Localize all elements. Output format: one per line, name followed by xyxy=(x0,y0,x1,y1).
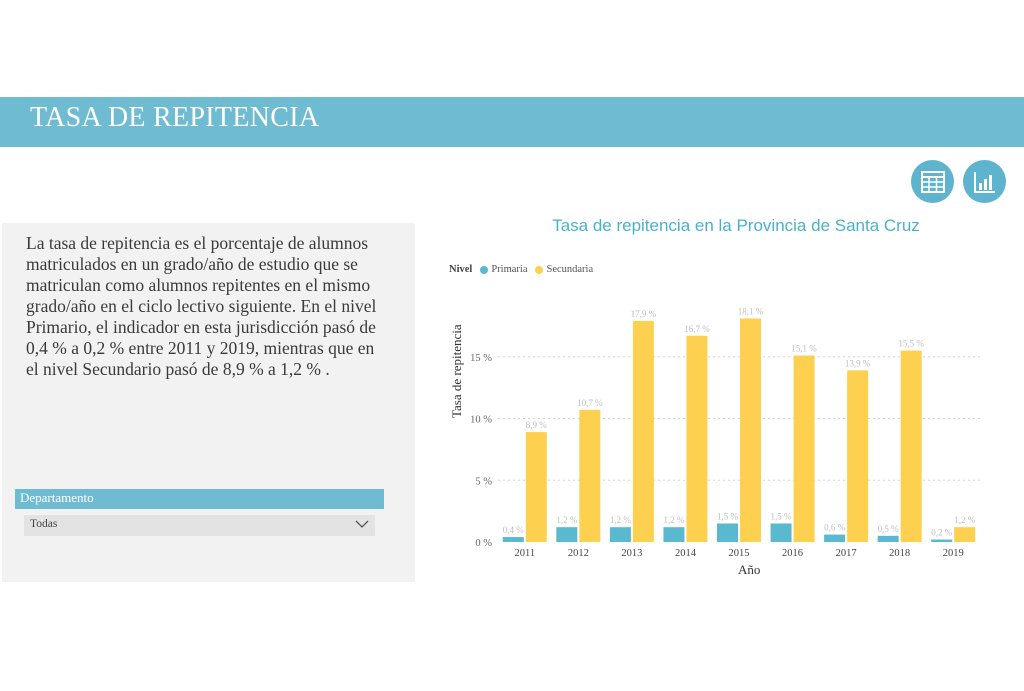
bar-primaria xyxy=(663,527,685,542)
data-label-primaria: 1,5 % xyxy=(717,511,739,521)
chart-title: Tasa de repitencia en la Provincia de Sa… xyxy=(552,216,920,235)
description-text: La tasa de repitencia es el porcentaje d… xyxy=(26,233,377,379)
data-label-primaria: 0,4 % xyxy=(503,525,525,535)
bar-chart-icon xyxy=(973,171,995,193)
dropdown-value: Todas xyxy=(30,518,58,530)
x-tick-label: 2012 xyxy=(568,548,589,559)
bar-secundaria xyxy=(793,355,815,542)
x-tick-label: 2019 xyxy=(943,548,964,559)
data-label-primaria: 1,2 % xyxy=(663,515,685,525)
legend-dot-primaria xyxy=(480,265,489,274)
bar-primaria xyxy=(824,534,846,542)
x-axis-label: Año xyxy=(738,562,761,577)
filter-header: Departamento xyxy=(15,489,384,509)
table-icon xyxy=(920,170,945,193)
chevron-down-icon xyxy=(355,520,369,528)
data-label-secundaria: 15,5 % xyxy=(898,339,924,349)
bar-primaria xyxy=(717,523,738,542)
data-label-secundaria: 15,1 % xyxy=(791,344,817,354)
x-tick-label: 2017 xyxy=(836,548,857,559)
data-label-secundaria: 16,7 % xyxy=(684,324,710,334)
x-tick-label: 2018 xyxy=(889,548,910,559)
legend-item-primaria[interactable]: Primaria xyxy=(480,264,527,275)
x-tick-label: 2014 xyxy=(675,548,697,559)
x-tick-label: 2015 xyxy=(729,548,750,559)
header-bar: TASA DE REPITENCIA xyxy=(0,97,1024,147)
data-label-secundaria: 1,2 % xyxy=(954,515,976,525)
data-label-secundaria: 13,9 % xyxy=(845,358,871,368)
y-tick-label: 10 % xyxy=(470,415,492,426)
data-label-primaria: 0,6 % xyxy=(824,523,846,533)
filter-label: Departamento xyxy=(20,490,94,505)
chart-legend: Nivel Primaria Secundaria xyxy=(449,264,601,275)
legend-label-primaria: Primaria xyxy=(491,264,528,275)
bar-primaria xyxy=(877,535,899,542)
bar-primaria xyxy=(502,537,524,542)
data-label-primaria: 1,2 % xyxy=(556,515,578,525)
data-label-secundaria: 18,1 % xyxy=(738,306,764,316)
bar-primaria xyxy=(770,523,792,542)
bar-primaria xyxy=(609,527,631,542)
data-label-secundaria: 10,7 % xyxy=(577,398,603,408)
x-tick-label: 2016 xyxy=(782,548,803,559)
data-label-primaria: 0,5 % xyxy=(878,524,900,534)
y-tick-label: 5 % xyxy=(475,476,492,487)
bar-chart: 0 % 5 % 10 % 15 % 0,4 % 8,9 % 2011 1,2 % 10,7 % 2… xyxy=(470,306,980,559)
y-tick-label: 15 % xyxy=(470,353,492,364)
bar-secundaria xyxy=(954,527,976,542)
bar-secundaria xyxy=(740,318,761,542)
table-view-button[interactable] xyxy=(911,160,954,203)
x-tick-label: 2011 xyxy=(514,548,535,559)
x-tick-label: 2013 xyxy=(621,548,642,559)
bar-secundaria xyxy=(686,335,708,542)
data-label-secundaria: 8,9 % xyxy=(526,420,548,430)
y-axis-label: Tasa de repitencia xyxy=(449,324,464,418)
bar-primaria xyxy=(556,527,578,542)
department-dropdown[interactable]: Todas xyxy=(24,515,375,536)
chart-view-button[interactable] xyxy=(963,160,1006,203)
bar-secundaria xyxy=(632,320,654,542)
bar-secundaria xyxy=(579,409,601,542)
data-label-primaria: 1,2 % xyxy=(610,515,632,525)
page-title: TASA DE REPITENCIA xyxy=(30,102,320,133)
bar-secundaria xyxy=(847,370,869,542)
legend-title: Nivel xyxy=(449,264,473,275)
bar-primaria xyxy=(931,539,953,542)
legend-label-secundaria: Secundaria xyxy=(546,264,594,275)
y-tick-label: 0 % xyxy=(475,538,492,549)
data-label-secundaria: 17,9 % xyxy=(631,309,657,319)
bar-secundaria xyxy=(525,432,547,542)
description-panel: La tasa de repitencia es el porcentaje d… xyxy=(2,223,415,582)
bar-secundaria xyxy=(900,350,922,542)
legend-item-secundaria[interactable]: Secundaria xyxy=(535,264,593,275)
legend-dot-secundaria xyxy=(535,265,544,274)
data-label-primaria: 0,2 % xyxy=(931,528,953,538)
data-label-primaria: 1,5 % xyxy=(771,511,793,521)
